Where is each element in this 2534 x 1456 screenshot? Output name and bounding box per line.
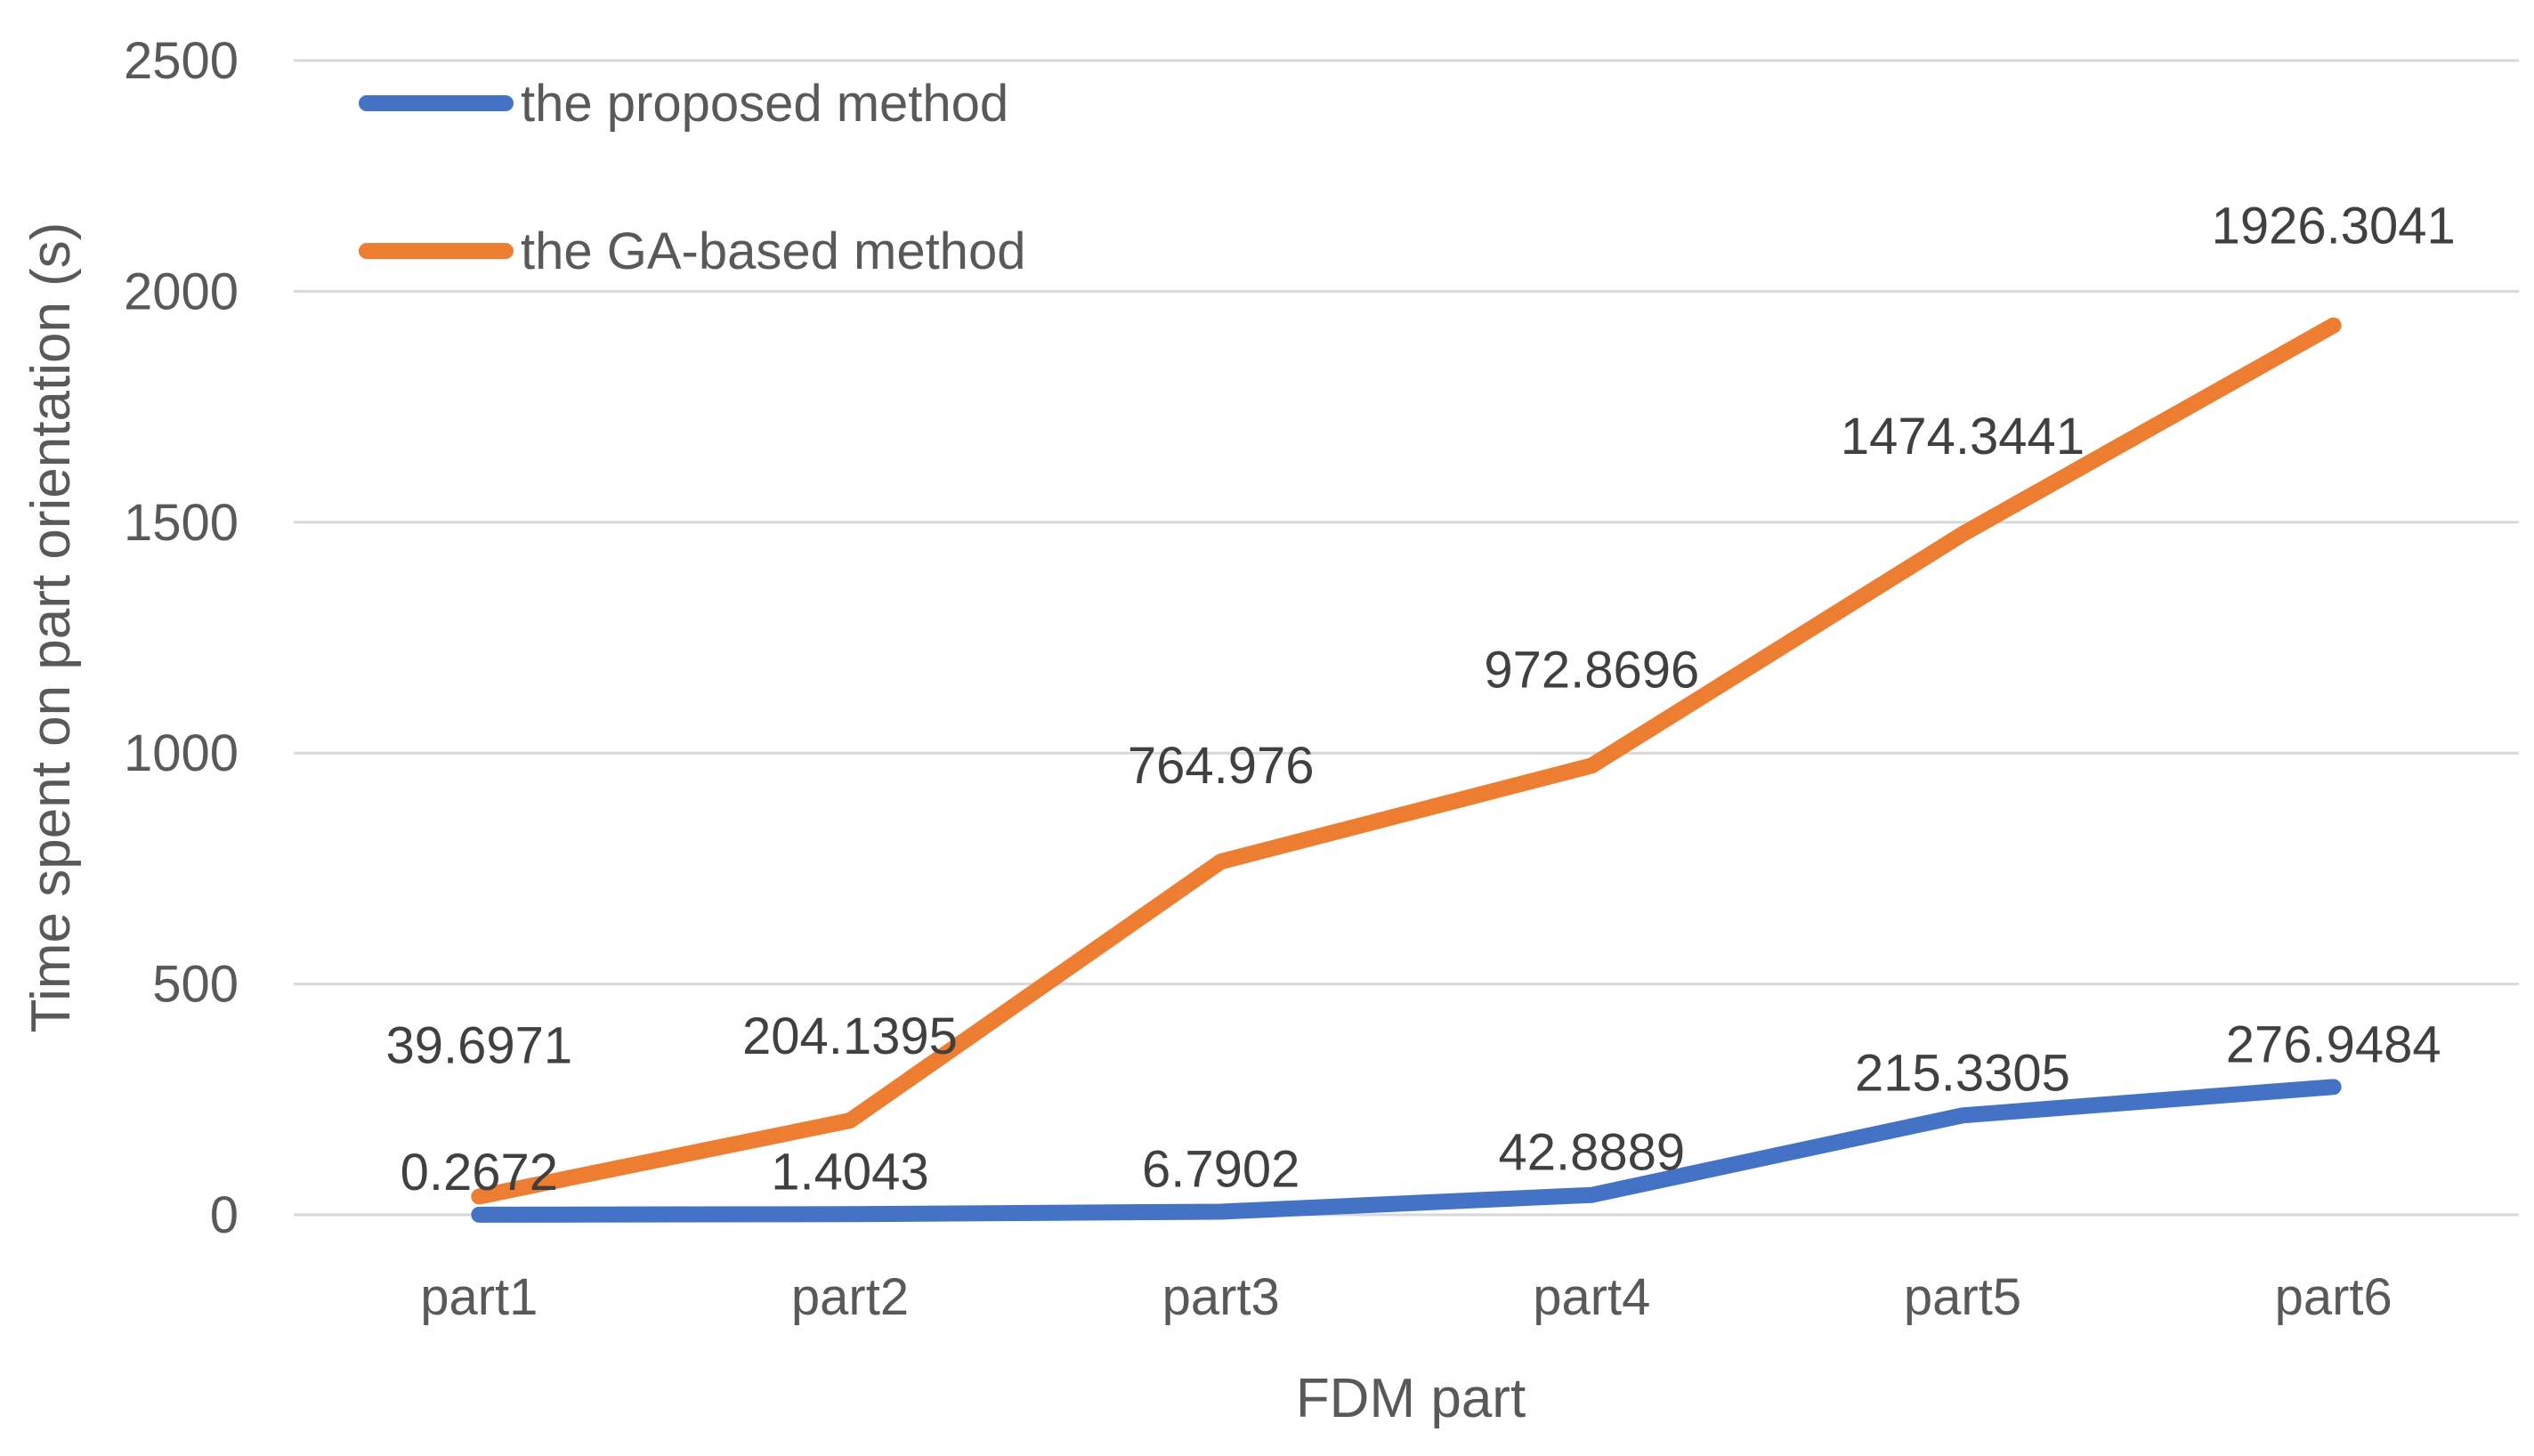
y-tick-label-1000: 1000: [124, 724, 239, 782]
y-axis-title: Time spent on part orientation (s): [20, 222, 82, 1033]
x-tick-label-part3: part3: [1162, 1268, 1280, 1326]
data-point-s2-6: [2332, 324, 2335, 327]
data-point-s2-5: [1962, 533, 1963, 536]
data-label-s2-4: 972.8696: [1484, 641, 1699, 699]
data-point-s2-3: [1219, 861, 1222, 863]
gridlines: [294, 59, 2519, 1217]
legend: the proposed method the GA-based method: [359, 75, 1025, 280]
data-point-s1-6: [2332, 1086, 2335, 1088]
y-tick-label-1500: 1500: [124, 494, 239, 552]
legend-label-2: the GA-based method: [521, 222, 1025, 280]
series-line-1: [471, 1079, 2342, 1223]
x-axis-ticks: part1 part2 part3 part4 part5 part6: [420, 1268, 2392, 1326]
data-labels: 0.2672 1.4043 6.7902 42.8889 215.3305 276.948…: [386, 198, 2456, 1201]
data-point-s1-4: [1591, 1193, 1593, 1196]
data-label-s1-4: 42.8889: [1499, 1124, 1686, 1182]
y-tick-label-500: 500: [152, 956, 239, 1014]
x-tick-label-part4: part4: [1533, 1268, 1650, 1326]
series-lines: [471, 317, 2342, 1223]
x-tick-label-part1: part1: [420, 1268, 538, 1326]
data-point-s1-1: [478, 1213, 481, 1216]
legend-label-1: the proposed method: [521, 75, 1008, 133]
data-point-s2-2: [849, 1120, 851, 1122]
data-point-s2-4: [1591, 764, 1593, 767]
data-point-s1-3: [1219, 1210, 1222, 1213]
data-point-s1-5: [1962, 1114, 1963, 1117]
y-tick-label-2000: 2000: [124, 263, 239, 320]
data-label-s2-6: 1926.3041: [2212, 198, 2456, 255]
data-label-s2-1: 39.6971: [386, 1016, 573, 1074]
data-label-s1-5: 215.3305: [1855, 1044, 2070, 1102]
series-line-2: [471, 317, 2342, 1205]
data-point-s1-2: [849, 1213, 851, 1216]
data-label-s1-2: 1.4043: [771, 1143, 928, 1201]
data-point-s2-1: [478, 1195, 481, 1198]
x-tick-label-part2: part2: [791, 1268, 909, 1326]
x-axis-title: FDM part: [1296, 1368, 1526, 1429]
y-tick-label-0: 0: [210, 1186, 239, 1244]
data-label-s2-5: 1474.3441: [1841, 408, 2085, 465]
x-tick-label-part5: part5: [1904, 1268, 2021, 1326]
x-tick-label-part6: part6: [2275, 1268, 2392, 1326]
data-label-s1-1: 0.2672: [401, 1144, 558, 1201]
data-label-s1-3: 6.7902: [1142, 1140, 1299, 1198]
y-axis-ticks: 0 500 1000 1500 2000 2500: [124, 32, 239, 1244]
data-label-s2-3: 764.976: [1128, 737, 1315, 795]
data-label-s1-6: 276.9484: [2226, 1015, 2441, 1073]
data-label-s2-2: 204.1395: [742, 1007, 958, 1065]
y-tick-label-2500: 2500: [124, 32, 239, 90]
